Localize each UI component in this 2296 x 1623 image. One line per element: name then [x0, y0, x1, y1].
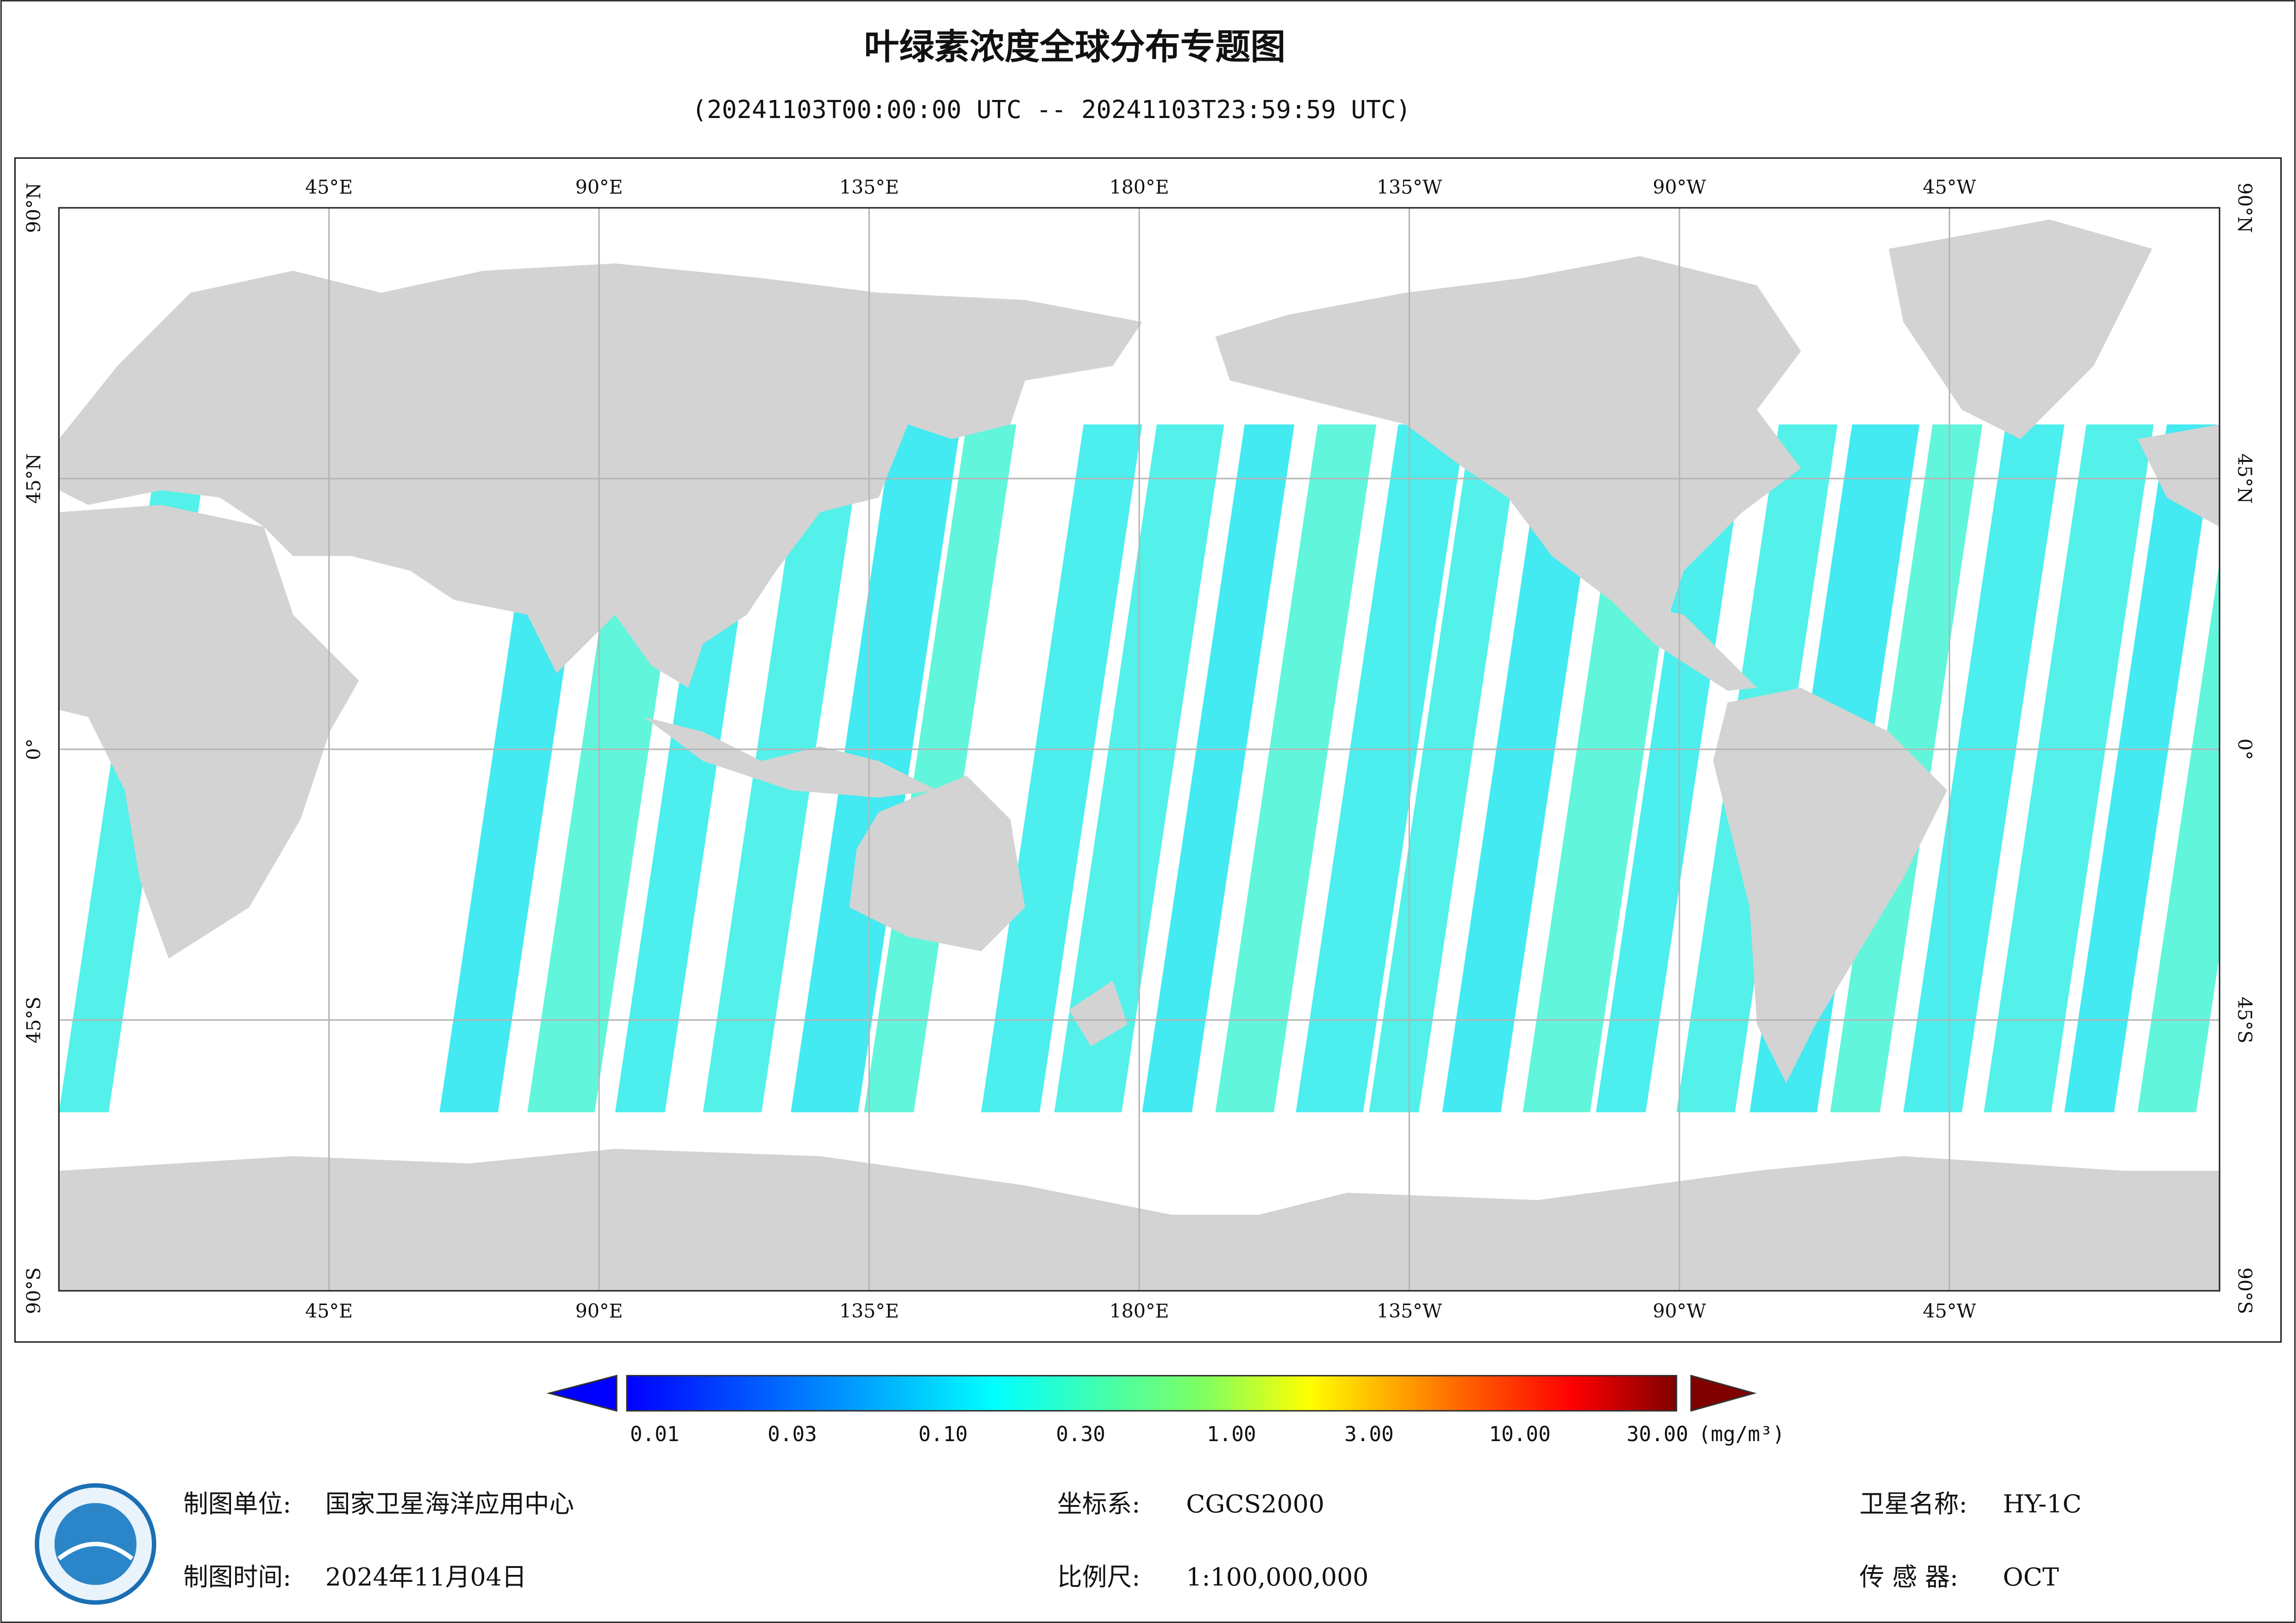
lon-label-bottom: 135°E: [839, 1300, 899, 1322]
map-border: [58, 207, 2221, 1292]
lat-label-right: 45°N: [2234, 454, 2256, 504]
lon-label-bottom: 180°E: [1110, 1300, 1169, 1322]
map-labels: 45°E 45°E 90°E 90°E 135°E 135°E 180°E 180°E 135°…: [23, 176, 2256, 1322]
footer: 制图单位: 国家卫星海洋应用中心 坐标系: CGCS2000 卫星名称: HY-…: [183, 1489, 2082, 1592]
colorbar-tick-label: 10.00: [1489, 1423, 1551, 1446]
lon-label-top: 45°W: [1923, 176, 1977, 198]
swath: [1369, 424, 1522, 1113]
footer-value: 国家卫星海洋应用中心: [325, 1489, 574, 1518]
colorbar-tick-label: 0.03: [767, 1423, 817, 1446]
lat-label-left: 90°S: [23, 1268, 45, 1314]
logo: [35, 1483, 156, 1605]
lon-label-bottom: 90°W: [1653, 1300, 1706, 1322]
lon-label-top: 90°E: [575, 176, 623, 198]
lat-label-left: 45°N: [23, 454, 45, 504]
swath: [2137, 562, 2220, 1113]
swath: [864, 424, 1017, 1113]
title: 叶绿素浓度全球分布专题图: [864, 26, 1286, 68]
map-frame: [14, 157, 2282, 1343]
lat-label-right: 0°: [2234, 739, 2256, 760]
graticule: [59, 208, 2220, 1291]
lat-label-right: 90°N: [2234, 183, 2256, 233]
lat-label-right: 45°S: [2234, 997, 2256, 1044]
colorbar-tick-label: 1.00: [1207, 1423, 1256, 1446]
lon-label-top: 45°E: [305, 176, 353, 198]
colorbar-low-arrow: [546, 1374, 618, 1412]
lon-label-bottom: 45°W: [1923, 1300, 1977, 1322]
lon-label-top: 180°E: [1110, 176, 1169, 198]
colorbar-tick-label: 30.00: [1627, 1423, 1688, 1446]
footer-value: OCT: [2003, 1562, 2059, 1592]
footer-label: 卫星名称:: [1859, 1489, 1967, 1518]
footer-label: 传 感 器:: [1859, 1562, 1959, 1592]
colorbar-high-arrow: [1690, 1374, 1757, 1412]
swath: [1903, 424, 2065, 1113]
lon-label-bottom: 135°W: [1377, 1300, 1442, 1322]
map: [59, 208, 2220, 1291]
footer-label: 制图单位:: [183, 1489, 291, 1518]
lon-label-bottom: 45°E: [305, 1300, 353, 1322]
lon-label-top: 90°W: [1653, 176, 1706, 198]
colorbar-tick-label: 0.30: [1056, 1423, 1105, 1446]
footer-value: 2024年11月04日: [325, 1562, 527, 1592]
swath: [1984, 424, 2154, 1113]
colorbar-tick-label: 3.00: [1344, 1423, 1394, 1446]
lat-label-right: 90°S: [2234, 1268, 2256, 1314]
swath: [1442, 424, 1603, 1113]
lat-label-left: 90°N: [23, 183, 45, 233]
swath: [1296, 424, 1466, 1113]
footer-label: 制图时间:: [183, 1562, 291, 1592]
subtitle: (20241103T00:00:00 UTC -- 20241103T23:59…: [692, 95, 1411, 124]
swath: [2064, 424, 2217, 1113]
colorbar-tick-label: 0.01: [630, 1423, 680, 1446]
colorbar: 0.01 0.03 0.10 0.30 1.00 3.00 10.00 30.00 (mg/m…: [546, 1374, 1785, 1446]
swath: [981, 424, 1142, 1113]
swath: [1215, 424, 1377, 1113]
swath: [1596, 424, 1748, 1113]
colorbar-unit: (mg/m³): [1698, 1423, 1785, 1446]
lon-label-top: 135°E: [839, 176, 899, 198]
footer-value: HY-1C: [2003, 1489, 2082, 1518]
footer-value: CGCS2000: [1186, 1489, 1324, 1518]
footer-label: 比例尺:: [1057, 1562, 1140, 1592]
swath: [1142, 424, 1295, 1113]
footer-label: 坐标系:: [1057, 1489, 1140, 1518]
colorbar-tick-label: 0.10: [918, 1423, 968, 1446]
lat-label-left: 0°: [23, 739, 45, 760]
lon-label-top: 135°W: [1377, 176, 1442, 198]
colorbar-bar: [626, 1374, 1678, 1412]
footer-value: 1:100,000,000: [1186, 1562, 1368, 1592]
lat-label-left: 45°S: [23, 997, 45, 1044]
lon-label-bottom: 90°E: [575, 1300, 623, 1322]
